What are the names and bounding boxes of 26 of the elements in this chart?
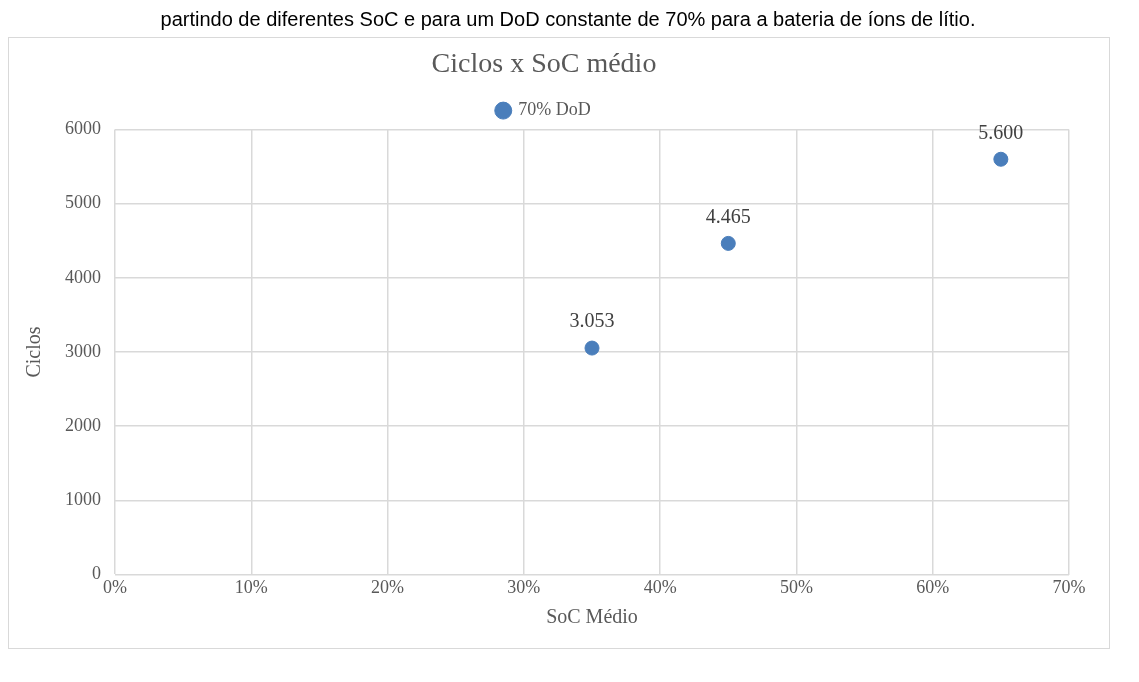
text: partindo de diferentes SoC e para um DoD constante de 70% para a bateria de íons de lítio. (159, 8, 977, 31)
y-tick-label: 0 (92, 563, 101, 584)
data-label: 3.053 (569, 309, 615, 332)
data-label: 4.465 (705, 204, 751, 227)
x-axis-title: SoC Médio (546, 605, 638, 628)
y-tick-label: 3000 (65, 340, 101, 361)
point (993, 151, 1009, 167)
legend-label: 70% DoD (518, 99, 591, 120)
x-tick-label: 0% (103, 576, 127, 597)
x-tick-label: 40% (643, 576, 677, 597)
x-tick-label: 10% (234, 576, 268, 597)
point (720, 235, 736, 251)
x-tick-label: 70% (1052, 576, 1086, 597)
x-tick-label: 30% (507, 576, 541, 597)
point (584, 340, 600, 356)
chart-title: Ciclos x SoC médio (431, 47, 657, 79)
x-tick-label: 60% (916, 576, 950, 597)
y-tick-label: 2000 (65, 414, 101, 435)
y-axis-title: Ciclos (22, 326, 45, 378)
y-tick-label: 1000 (65, 489, 101, 509)
y-tick-label: 4000 (65, 266, 101, 287)
y-tick-label: 5000 (65, 192, 101, 213)
x-tick-label: 20% (371, 576, 405, 597)
data-label: 5.600 (978, 120, 1024, 143)
x-tick-label: 50% (779, 576, 813, 597)
y-tick-label: 6000 (65, 118, 101, 139)
